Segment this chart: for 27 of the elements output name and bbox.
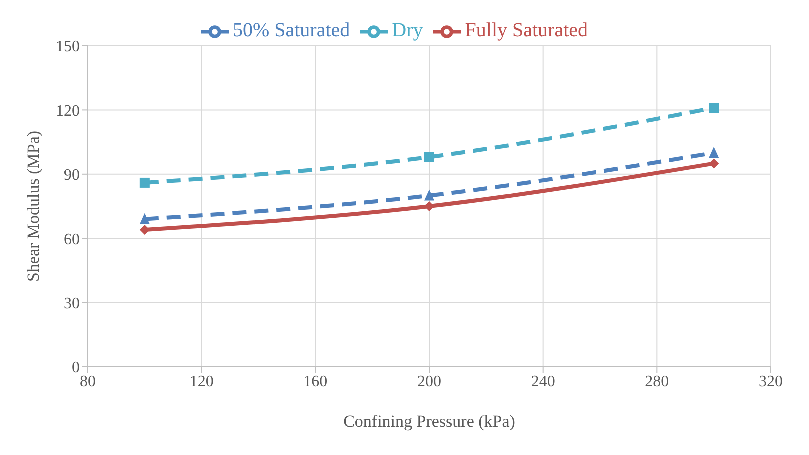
x-tick-label: 80 — [80, 373, 96, 390]
x-tick-label: 200 — [418, 373, 442, 390]
y-tick-label: 120 — [56, 102, 80, 120]
y-tick-label: 90 — [64, 167, 80, 184]
legend-label: 50% Saturated — [232, 20, 350, 42]
x-tick-label: 240 — [531, 373, 556, 390]
y-tick-label: 150 — [56, 38, 80, 56]
y-axis-title: Shear Modulus (MPa) — [24, 130, 44, 282]
point — [424, 152, 434, 162]
y-tick-label: 0 — [72, 360, 80, 377]
point — [140, 225, 150, 236]
x-tick-label: 280 — [645, 373, 670, 390]
y-tick-label: 30 — [64, 295, 80, 312]
y-tick-label: 60 — [64, 231, 80, 248]
x-axis-title: Confining Pressure (kPa) — [344, 412, 516, 431]
legend-label: Fully Saturated — [465, 20, 588, 42]
x-tick-label: 320 — [759, 373, 783, 390]
point — [424, 202, 434, 212]
point — [140, 178, 150, 188]
legend-label: Dry — [392, 20, 424, 42]
x-tick-label: 120 — [190, 373, 214, 390]
point — [709, 147, 720, 158]
point — [424, 190, 434, 201]
point — [709, 103, 720, 114]
point — [140, 213, 150, 224]
point — [709, 158, 720, 169]
x-tick-label: 160 — [304, 373, 328, 390]
